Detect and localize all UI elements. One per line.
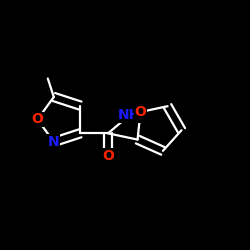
Text: O: O	[134, 105, 146, 119]
Text: O: O	[102, 148, 114, 162]
Text: O: O	[32, 112, 44, 126]
Text: N: N	[48, 135, 60, 149]
Text: NH: NH	[118, 108, 141, 122]
